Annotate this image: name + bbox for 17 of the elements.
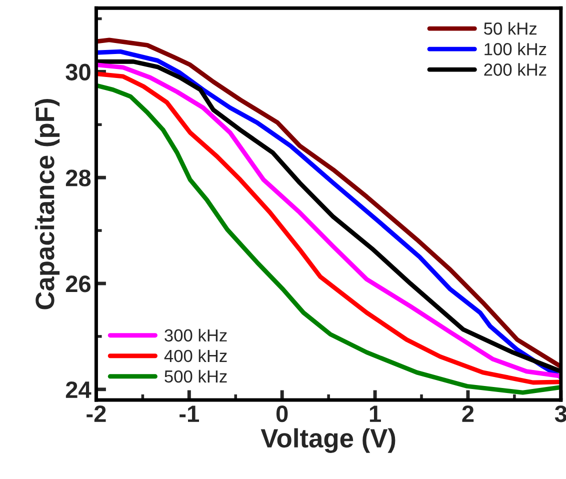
y-tick-label: 24 bbox=[66, 381, 92, 398]
y-tick-label: 30 bbox=[66, 64, 90, 81]
legend-label: 400 kHz bbox=[164, 349, 227, 362]
x-tick-label: 1 bbox=[370, 406, 381, 422]
y-tick-label: 26 bbox=[66, 276, 91, 292]
legend-label: 300 kHz bbox=[164, 328, 227, 342]
legend-label: 100 kHz bbox=[484, 42, 546, 56]
x-tick-label: 0 bbox=[276, 405, 288, 422]
legend-label: 200 kHz bbox=[484, 63, 546, 76]
y-axis-title: Capacitance (pF) bbox=[34, 99, 60, 310]
legend-label: 50 kHz bbox=[484, 22, 536, 35]
x-axis-title: Voltage (V) bbox=[260, 428, 396, 453]
x-tick-label: 2 bbox=[462, 405, 474, 422]
x-tick-label: -2 bbox=[86, 405, 106, 422]
legend-label: 500 kHz bbox=[164, 370, 227, 383]
y-tick-label: 28 bbox=[66, 170, 91, 186]
x-tick-label: -1 bbox=[180, 406, 199, 422]
